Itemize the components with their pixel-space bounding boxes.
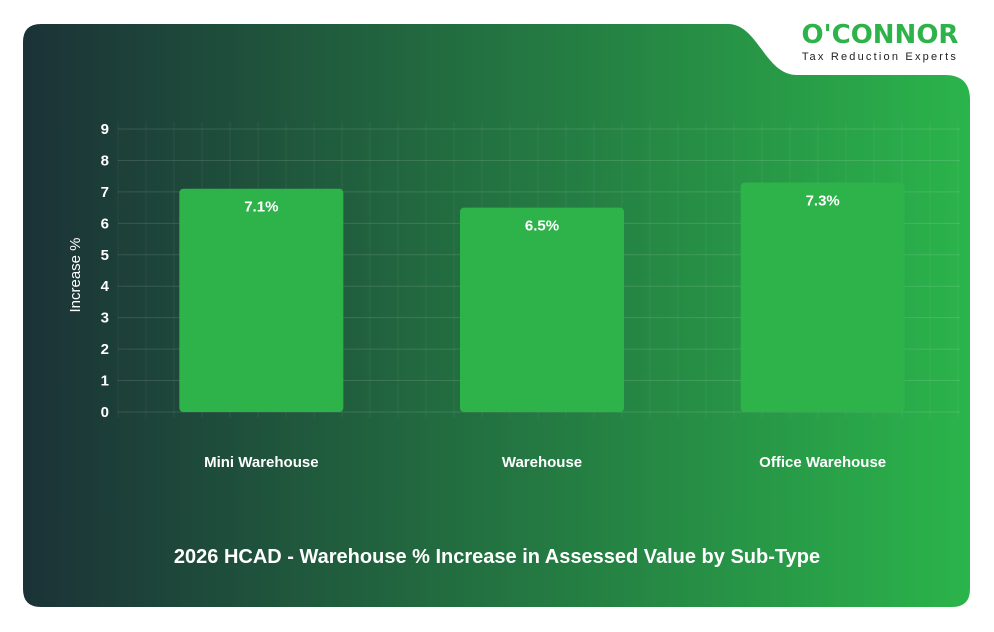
bar-data-label: 7.3% [806, 192, 840, 209]
y-axis-label: Increase % [67, 237, 84, 312]
bar [460, 207, 624, 412]
bar [740, 182, 905, 412]
oconnor-logo: O'CONNOR Tax Reduction Experts [780, 20, 980, 64]
bars: 7.1% 6.5% 7.3% [179, 182, 905, 412]
x-tick-label: Office Warehouse [759, 454, 886, 471]
y-tick-label: 5 [101, 247, 109, 264]
y-tick-label: 2 [101, 341, 109, 358]
y-axis-ticks: 0 1 2 3 4 5 6 7 8 9 [101, 121, 110, 421]
bar-data-label: 6.5% [525, 218, 559, 235]
y-tick-label: 1 [101, 373, 109, 390]
x-tick-label: Mini Warehouse [204, 454, 318, 471]
y-tick-label: 0 [101, 404, 109, 421]
x-tick-label: Warehouse [502, 454, 582, 471]
y-tick-label: 9 [101, 121, 109, 138]
y-tick-label: 6 [101, 215, 109, 232]
logo-tagline: Tax Reduction Experts [801, 51, 959, 63]
bar [179, 188, 344, 412]
logo-brand: O'CONNOR [801, 20, 959, 50]
bar-data-label: 7.1% [244, 199, 278, 216]
y-tick-label: 4 [101, 278, 110, 295]
y-tick-label: 8 [101, 152, 109, 169]
y-tick-label: 3 [101, 310, 109, 327]
chart-title: 2026 HCAD - Warehouse % Increase in Asse… [174, 546, 820, 568]
y-tick-label: 7 [101, 184, 109, 201]
x-axis-labels: Mini Warehouse Warehouse Office Warehouse [204, 454, 886, 471]
